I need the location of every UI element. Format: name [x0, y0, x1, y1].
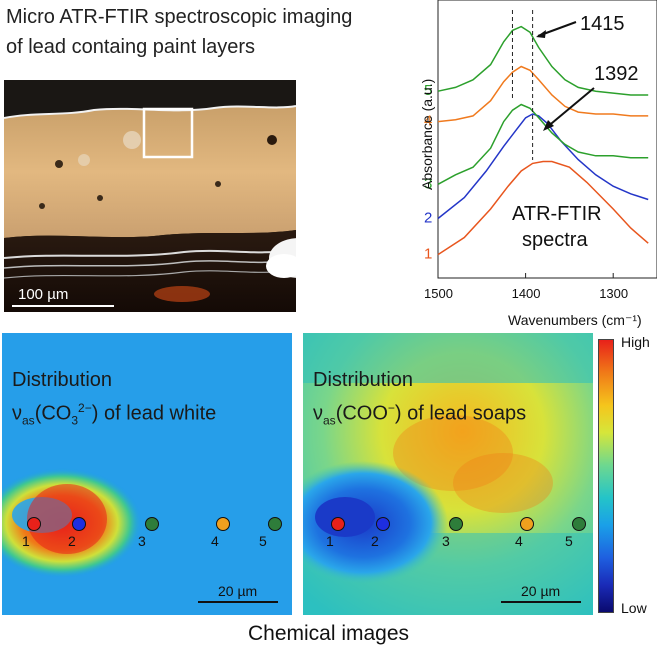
left-formula-sub: 3	[71, 413, 79, 428]
inner-label-line-2: spectra	[522, 229, 588, 251]
spectrum-5	[437, 25, 649, 96]
lead-soaps-heatmap	[303, 333, 593, 615]
annotation-1415: 1415	[580, 13, 625, 35]
title-line-2: of lead containg paint layers	[6, 36, 256, 58]
point-2-marker-right	[376, 517, 390, 531]
point-4-marker	[216, 517, 230, 531]
chemical-image-lead-soaps: Distribution νas(COO−) of lead soaps 1 2…	[303, 333, 593, 615]
spectrum-2	[437, 113, 649, 220]
spectrum-1	[437, 160, 649, 256]
point-1-label: 1	[22, 533, 30, 549]
spectrum-label-3: 3	[424, 175, 432, 192]
point-2-marker	[72, 517, 86, 531]
arrow-1415-head	[536, 30, 546, 38]
annotation-1392: 1392	[594, 63, 639, 85]
spectrum-label-1: 1	[424, 246, 432, 263]
point-3-label: 3	[138, 533, 146, 549]
micro-scale-label: 100 µm	[18, 286, 68, 303]
x-tick-label-1500: 1500	[424, 286, 453, 301]
colorbar	[598, 339, 614, 613]
spectra-chart: 1 2 3 4 5 1500 1400 1300 1415 1392 ATR-FTIR sp…	[418, 0, 657, 330]
left-formula-post: ) of lead white	[91, 402, 217, 425]
point-1-marker-right	[331, 517, 345, 531]
point-2-label: 2	[68, 533, 76, 549]
point-5-label: 5	[259, 533, 267, 549]
inner-label-line-1: ATR-FTIR	[512, 203, 602, 225]
point-3-label-right: 3	[442, 533, 450, 549]
x-tick-label-1300: 1300	[599, 286, 628, 301]
lead-white-heatmap	[2, 333, 292, 615]
cross-section-micrograph: 100 µm	[4, 80, 296, 312]
left-nu: ν	[12, 402, 22, 425]
left-scale-label: 20 µm	[218, 583, 258, 599]
arrow-1392-head	[543, 120, 554, 131]
left-nu-sub: as	[22, 413, 35, 428]
left-scale-bar	[198, 601, 278, 603]
point-1-label-right: 1	[326, 533, 334, 549]
spectrum-label-5: 5	[424, 82, 432, 99]
right-formula-sup: −	[387, 401, 395, 415]
point-5-marker	[268, 517, 282, 531]
chemical-image-lead-white: Distribution νas(CO32−) of lead white 1 …	[2, 333, 292, 615]
right-formula-pre: (COO	[335, 402, 388, 425]
spectrum-label-4: 4	[424, 113, 432, 130]
right-nu: ν	[313, 402, 323, 425]
x-axis-label: Wavenumbers (cm⁻¹)	[508, 312, 642, 328]
right-scale-label: 20 µm	[521, 583, 561, 599]
spectra-plot: 1 2 3 4 5 1500 1400 1300 1415 1392 ATR-FTIR sp…	[419, 0, 657, 328]
spectrum-3	[437, 103, 649, 185]
point-5-marker-right	[572, 517, 586, 531]
x-tick-label-1400: 1400	[512, 286, 541, 301]
title-line-1: Micro ATR-FTIR spectroscopic imaging	[6, 6, 353, 28]
spectrum-4	[437, 65, 649, 123]
right-map-title-1: Distribution	[313, 369, 414, 391]
colorbar-low-label: Low	[621, 600, 647, 616]
plot-frame	[437, 0, 657, 279]
y-axis-label: Absorbance (a.u.)	[419, 79, 435, 190]
left-formula-pre: (CO	[34, 402, 72, 425]
left-formula-sup: 2−	[78, 401, 92, 415]
region-of-interest-box	[142, 107, 194, 159]
point-4-marker-right	[520, 517, 534, 531]
right-map-title-2: νas(COO−) of lead soaps	[313, 395, 526, 434]
point-4-label: 4	[211, 533, 219, 549]
left-map-title-2: νas(CO32−) of lead white	[12, 395, 216, 434]
left-map-title-1: Distribution	[12, 369, 113, 391]
point-2-label-right: 2	[371, 533, 379, 549]
point-5-label-right: 5	[565, 533, 573, 549]
figure-title: Micro ATR-FTIR spectroscopic imaging of …	[6, 2, 352, 62]
point-1-marker	[27, 517, 41, 531]
point-3-marker-right	[449, 517, 463, 531]
point-3-marker	[145, 517, 159, 531]
colorbar-high-label: High	[621, 334, 650, 350]
point-4-label-right: 4	[515, 533, 523, 549]
micrograph-image: 100 µm	[4, 80, 296, 312]
right-scale-bar	[501, 601, 581, 603]
arrow-1392	[545, 87, 595, 129]
figure-caption: Chemical images	[247, 622, 410, 645]
right-nu-sub: as	[323, 413, 336, 428]
spectrum-label-2: 2	[424, 210, 432, 227]
right-formula-post: ) of lead soaps	[394, 402, 527, 425]
